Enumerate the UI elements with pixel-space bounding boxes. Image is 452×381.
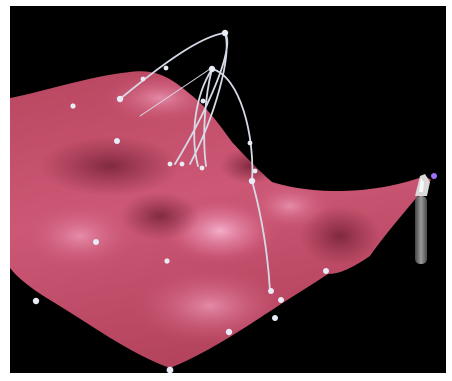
control-point-icon[interactable] [268, 288, 274, 294]
control-point-icon[interactable] [199, 165, 205, 171]
control-point-icon[interactable] [247, 140, 253, 146]
control-point-icon[interactable] [32, 297, 40, 305]
stylus-icon[interactable] [415, 173, 437, 264]
control-point-icon[interactable] [163, 65, 169, 71]
control-point-icon[interactable] [164, 258, 170, 264]
surface-scene[interactable] [10, 6, 446, 373]
control-point-icon[interactable] [200, 98, 206, 104]
3d-viewport[interactable] [10, 6, 446, 373]
control-point-icon[interactable] [252, 168, 258, 174]
control-point-icon[interactable] [208, 65, 216, 73]
control-point-icon[interactable] [248, 177, 256, 185]
control-point-icon[interactable] [221, 29, 229, 37]
deformable-surface[interactable] [10, 71, 431, 369]
control-point-icon[interactable] [225, 328, 233, 336]
control-point-icon[interactable] [93, 239, 99, 245]
control-point-icon[interactable] [116, 95, 124, 103]
control-point-icon[interactable] [179, 161, 185, 167]
control-point-icon[interactable] [140, 76, 146, 82]
control-curves [119, 32, 271, 292]
control-point-icon[interactable] [70, 103, 76, 109]
control-point-icon[interactable] [278, 297, 284, 303]
control-point-icon[interactable] [167, 161, 173, 167]
control-point-icon[interactable] [166, 366, 174, 373]
control-point-icon[interactable] [272, 315, 278, 321]
control-point-icon[interactable] [323, 268, 329, 274]
control-points[interactable] [32, 29, 329, 373]
control-point-icon[interactable] [114, 138, 120, 144]
